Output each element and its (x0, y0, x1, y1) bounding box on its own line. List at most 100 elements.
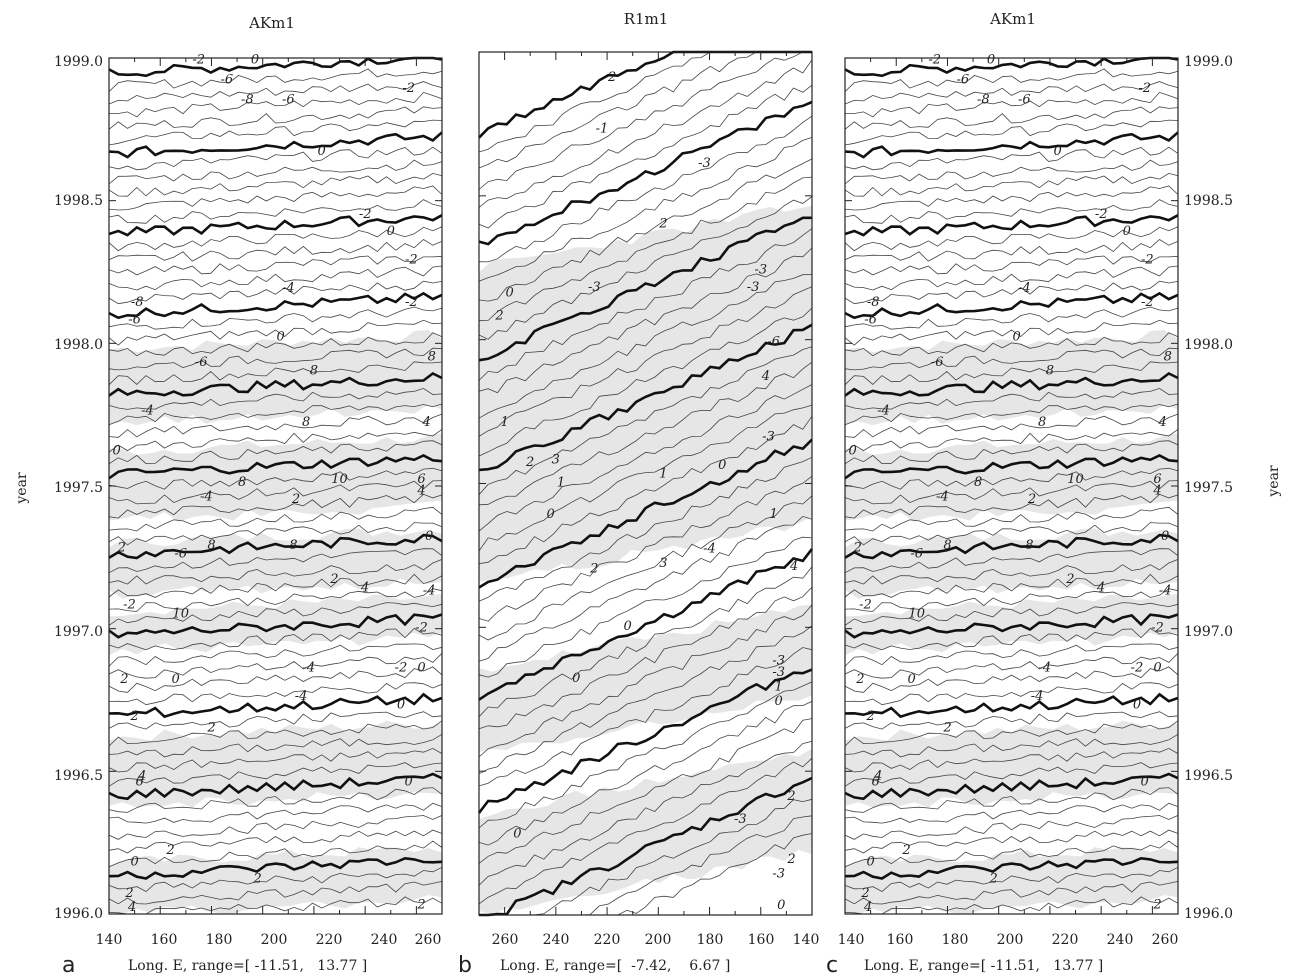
zero-contour-line (844, 772, 1179, 801)
contour-line (844, 815, 1179, 840)
panel-c-x-tick-180: 180 (942, 932, 969, 948)
contour-line (478, 361, 813, 506)
contour-label: 2 (1065, 572, 1074, 587)
contour-line (108, 682, 443, 706)
contour-label: -3 (754, 263, 767, 278)
contour-label: -2 (123, 598, 136, 613)
shaded-region (109, 528, 442, 599)
contour-label: -4 (936, 489, 949, 504)
contour-label: -4 (423, 583, 436, 598)
contour-label: 0 (775, 694, 783, 709)
contour-label: 2 (589, 562, 598, 577)
contour-line (844, 81, 1179, 105)
zero-contour-line (477, 668, 813, 814)
contour-label: 4 (137, 769, 146, 784)
contour-line (478, 740, 813, 886)
contour-label: 2 (119, 672, 128, 687)
zero-contour-line (844, 533, 1179, 560)
contour-line (478, 346, 813, 495)
contour-label: 0 (1053, 144, 1061, 159)
contour-line (844, 387, 1179, 410)
panel-c-x-tick-240: 240 (1107, 932, 1134, 948)
panel-a-x-tick-260: 260 (415, 932, 442, 948)
contour-label: 8 (943, 538, 951, 553)
zero-contour-line (844, 856, 1179, 880)
contour-label: -6 (910, 546, 923, 561)
zero-contour-line (844, 371, 1179, 397)
contour-label: -3 (772, 654, 785, 669)
contour-line (108, 506, 443, 532)
contour-label: -6 (1018, 93, 1031, 108)
panel-c-x-axis-label: Long. E, range=[ -11.51, 13.77 ] (864, 958, 1103, 974)
contour-label: 6 (136, 775, 144, 790)
contour-label: 8 (1046, 364, 1054, 379)
contour-label: 2 (252, 872, 261, 887)
contour-label: 2 (855, 672, 864, 687)
zero-contour-line (108, 613, 443, 639)
contour-line (478, 757, 813, 905)
contour-label: -2 (405, 252, 418, 267)
contour-line (478, 51, 812, 190)
contour-label: 6 (1153, 472, 1161, 487)
contour-label: -4 (200, 489, 213, 504)
contour-label: 4 (873, 769, 882, 784)
contour-line (478, 384, 813, 532)
panel-c-x-tick-labels: 140 160 180 200 220 240 260 (838, 932, 1179, 948)
contour-label: 10 (172, 606, 189, 621)
contour-line (844, 588, 1179, 612)
contour-label: 2 (129, 709, 138, 724)
contour-label: -8 (977, 93, 990, 108)
contour-label: -2 (1151, 621, 1164, 636)
contour-label: 2 (494, 309, 503, 324)
left-y-tick-1996-5: 1996.5 (54, 768, 103, 784)
contour-label: 4 (761, 369, 770, 384)
contour-line (478, 158, 813, 302)
panel-c-title: AKm1 (989, 10, 1036, 28)
contour-label: 0 (387, 224, 395, 239)
contour-line (478, 495, 813, 641)
contour-label: 8 (1038, 415, 1046, 430)
contour-line (108, 881, 443, 905)
panel-b-x-tick-140: 140 (793, 932, 820, 948)
contour-label: -3 (734, 812, 747, 827)
contour-line (108, 548, 443, 574)
contour-label: 4 (1152, 484, 1161, 499)
panel-a-x-tick-220: 220 (316, 932, 343, 948)
contour-line (108, 226, 443, 252)
contour-label: 10 (908, 606, 925, 621)
contour-label: 0 (1161, 529, 1169, 544)
contour-label: 4 (863, 900, 872, 915)
contour-line (844, 643, 1179, 667)
contour-label: 2 (117, 541, 126, 556)
contour-label: -3 (762, 429, 775, 444)
left-y-tick-1998-5: 1998.5 (54, 193, 103, 209)
right-y-axis-label: year (1266, 465, 1282, 498)
shaded-region (845, 594, 1178, 656)
zero-contour-line (108, 533, 443, 560)
contour-line (108, 119, 443, 146)
contour-line (844, 106, 1179, 130)
contour-line (844, 666, 1179, 693)
contour-line (844, 522, 1179, 546)
contour-line (844, 559, 1179, 585)
contour-line (844, 573, 1179, 598)
contour-label: -2 (405, 295, 418, 310)
contour-label: 4 (789, 559, 798, 574)
contour-label: 4 (416, 484, 425, 499)
panel-a-x-tick-labels: 140 160 180 200 220 240 260 (96, 932, 442, 948)
contour-label: 0 (866, 855, 874, 870)
contour-line (478, 625, 813, 775)
contour-line (108, 643, 443, 667)
contour-line (478, 84, 813, 229)
contour-label: 4 (421, 415, 430, 430)
contour-label: 4 (1096, 581, 1105, 596)
contour-label: -2 (192, 53, 205, 68)
contour-label: 0 (547, 507, 555, 522)
left-y-axis-label: year (14, 472, 30, 505)
contour-line (108, 347, 443, 371)
contour-line (844, 747, 1179, 773)
right-y-tick-labels: 1999.0 1998.5 1998.0 1997.5 1997.0 1996.… (1184, 54, 1233, 922)
contour-line (478, 415, 813, 565)
